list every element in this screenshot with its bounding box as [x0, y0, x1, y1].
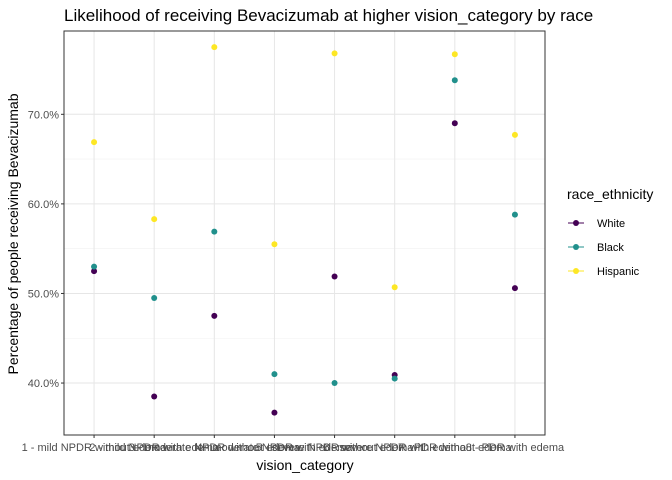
series-white	[91, 120, 518, 416]
x-tick-label: 8 - PDR with edema	[466, 442, 565, 454]
x-tick-label: 4 - moderate NPDR with edema	[196, 442, 353, 454]
legend-item-black: Black	[568, 242, 624, 254]
legend-key-point	[573, 268, 579, 274]
y-tick-label: 60.0%	[28, 199, 59, 211]
data-point	[211, 228, 218, 235]
x-tick-label: 3 - moderate NPDR without edema	[129, 442, 301, 454]
data-point	[151, 216, 158, 223]
series-black	[91, 77, 518, 387]
panel-border	[63, 30, 546, 436]
data-point	[211, 44, 218, 51]
x-tick-label: 2 - mild NPDR with edema	[89, 442, 219, 454]
legend-label: Hispanic	[597, 266, 640, 278]
y-tick-label: 70.0%	[28, 109, 59, 121]
data-point	[91, 139, 98, 146]
data-point	[271, 241, 278, 248]
x-axis-title: vision_category	[256, 457, 353, 473]
data-point	[451, 51, 458, 58]
data-point	[331, 380, 338, 387]
data-point	[271, 371, 278, 378]
data-point	[271, 409, 278, 416]
y-axis: 40.0% 50.0% 60.0% 70.0%	[28, 109, 64, 390]
data-point	[91, 268, 98, 275]
y-axis-title: Percentage of people receiving Bevacizum…	[5, 93, 21, 374]
data-point	[391, 375, 398, 382]
legend-item-hispanic: Hispanic	[568, 266, 640, 278]
data-point	[211, 312, 218, 319]
data-point	[151, 393, 158, 400]
y-tick-label: 40.0%	[28, 378, 59, 390]
data-point	[451, 77, 458, 84]
chart-title: Likelihood of receiving Bevacizumab at h…	[64, 6, 593, 25]
data-point	[511, 211, 518, 218]
data-point	[151, 294, 158, 301]
legend-key-point	[573, 244, 579, 250]
x-tick-label: 7 - PDR without edema	[398, 442, 513, 454]
y-tick-label: 50.0%	[28, 288, 59, 300]
data-point	[331, 50, 338, 57]
data-point	[391, 284, 398, 291]
x-tick-label: 5 - severe NPDR without edema	[256, 442, 415, 454]
series-hispanic	[91, 44, 518, 291]
data-point	[511, 285, 518, 292]
x-tick-label: 6 - severe NPDR with edema	[323, 442, 466, 454]
legend-title: race_ethnicity	[567, 186, 653, 202]
legend-item-white: White	[568, 218, 625, 230]
plot-background	[64, 31, 545, 435]
x-tick-label: 1 - mild NPDR without edema	[22, 442, 168, 454]
data-point	[451, 120, 458, 127]
legend-label: White	[597, 218, 625, 230]
series-layer	[91, 44, 518, 416]
legend: race_ethnicity White Black Hispanic	[567, 186, 653, 278]
data-point	[331, 273, 338, 280]
data-point	[91, 263, 98, 270]
data-point	[511, 131, 518, 138]
plot-panel	[64, 31, 545, 435]
legend-label: Black	[597, 242, 624, 254]
legend-key-point	[573, 220, 579, 226]
